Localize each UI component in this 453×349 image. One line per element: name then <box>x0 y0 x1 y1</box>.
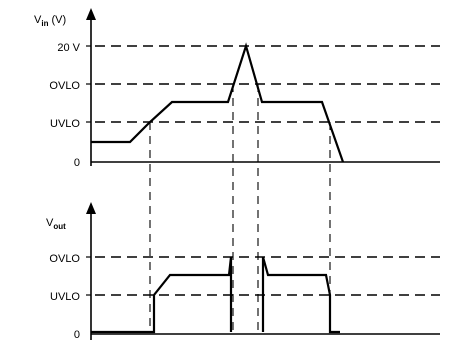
vin-axis-arrow-icon <box>86 8 96 20</box>
vin-level-uvlo-label: UVLO <box>50 118 80 130</box>
vin-level-ovlo-label: OVLO <box>49 80 80 92</box>
vin-waveform <box>91 42 345 163</box>
vout-level-zero-label: 0 <box>74 329 80 341</box>
vin-level-zero-label: 0 <box>74 157 80 169</box>
vout-level-ovlo-label: OVLO <box>49 253 80 265</box>
vin-panel: Vin (V) 20 V OVLO UVLO 0 <box>34 8 440 169</box>
vout-axis-title: Vout <box>46 217 66 231</box>
vout-panel: Vout OVLO UVLO 0 <box>46 202 440 341</box>
vout-waveform-segment-1 <box>91 256 233 334</box>
vout-waveform-segment-2 <box>261 256 340 334</box>
vout-level-uvlo-label: UVLO <box>50 291 80 303</box>
vin-axis-title: Vin (V) <box>34 14 66 28</box>
vin-level-20v-label: 20 V <box>57 42 80 54</box>
vout-axis-arrow-icon <box>86 202 96 214</box>
